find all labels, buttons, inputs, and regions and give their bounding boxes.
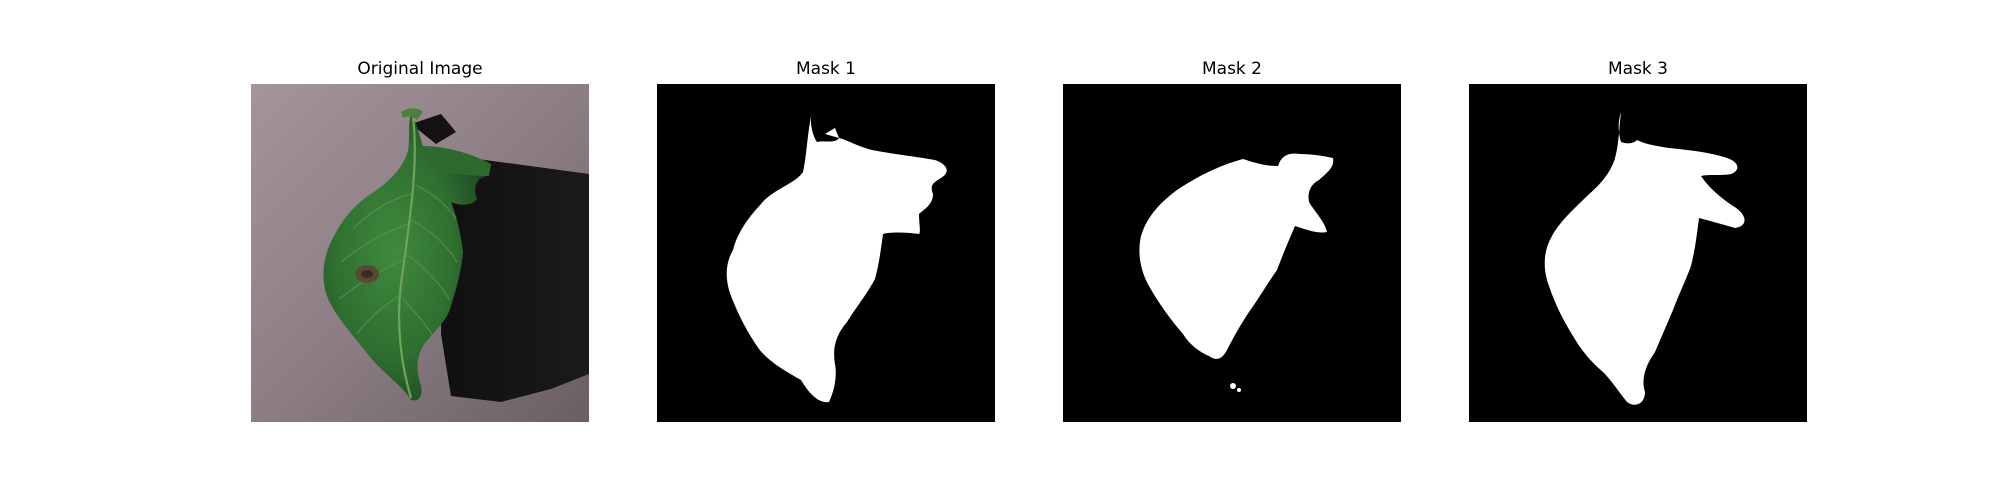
mask-1-image [657, 84, 995, 422]
mask-2-panel: Mask 2 [1063, 56, 1401, 422]
mask-1-panel: Mask 1 [657, 56, 995, 422]
original-image-panel: Original Image [251, 56, 589, 422]
mask-3-title: Mask 3 [1607, 59, 1668, 79]
mask-3-panel: Mask 3 [1469, 56, 1807, 422]
mask-2-image [1063, 84, 1401, 422]
mask-1-title: Mask 1 [795, 59, 856, 79]
original-leaf-image [251, 84, 589, 422]
mask-3-image [1469, 84, 1807, 422]
original-image-title: Original Image [357, 59, 483, 79]
mask-2-title: Mask 2 [1201, 59, 1262, 79]
